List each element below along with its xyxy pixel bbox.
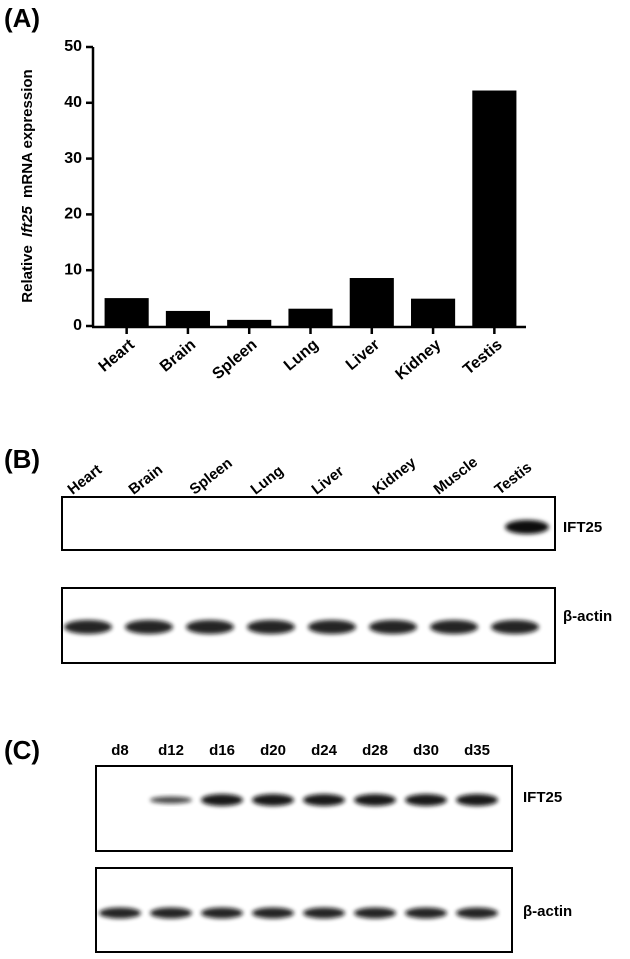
- blot-band: [505, 520, 549, 534]
- blot-band: [252, 907, 294, 919]
- lane-label: d16: [209, 742, 235, 759]
- blot-band: [430, 620, 478, 634]
- x-tick-label: Kidney: [393, 336, 445, 383]
- blot-band: [303, 907, 345, 919]
- blot-band: [456, 794, 498, 806]
- blot-band: [201, 907, 243, 919]
- blot-band: [201, 794, 243, 806]
- blot-band: [247, 620, 295, 634]
- lane-label: Heart: [64, 461, 105, 498]
- y-axis-label-part: mRNA expression: [19, 69, 36, 198]
- x-tick-label: Testis: [460, 336, 506, 378]
- y-tick-label: 40: [64, 94, 82, 111]
- lane-label: Lung: [247, 462, 286, 498]
- lane-label: Liver: [308, 463, 347, 499]
- blot-frame: [95, 867, 513, 953]
- lane-label: Muscle: [430, 454, 481, 499]
- blot-band: [125, 620, 173, 634]
- lane-label: Brain: [125, 461, 166, 498]
- lane-label: d30: [413, 742, 439, 759]
- y-tick-label: 30: [64, 150, 82, 167]
- bar: [227, 319, 272, 326]
- blot-row-label: IFT25: [563, 519, 602, 536]
- y-axis-label-part: Relative: [19, 245, 36, 303]
- lane-label: Spleen: [186, 455, 235, 499]
- blot-frame: [61, 587, 556, 664]
- y-axis-label: Relative Ift25 mRNA expression: [19, 69, 36, 302]
- blot-band: [354, 794, 396, 806]
- blot-band: [64, 620, 112, 634]
- x-tick-label: Spleen: [209, 336, 260, 383]
- y-tick-label: 0: [73, 317, 82, 334]
- lane-label: d20: [260, 742, 286, 759]
- blot-band: [308, 620, 356, 634]
- lane-label: d28: [362, 742, 388, 759]
- y-axis-label-part: Ift25: [19, 205, 36, 237]
- blot-frame: [61, 496, 556, 551]
- blot-band: [354, 907, 396, 919]
- blot-band: [456, 907, 498, 919]
- bar: [288, 308, 333, 326]
- y-tick-label: 10: [64, 261, 82, 278]
- blot-band: [150, 907, 192, 919]
- bar: [411, 298, 456, 326]
- blot-band: [186, 620, 234, 634]
- bar: [165, 310, 210, 326]
- y-tick-label: 50: [64, 38, 82, 55]
- bar: [349, 278, 394, 326]
- blot-band: [491, 620, 539, 634]
- blot-band: [369, 620, 417, 634]
- panel-label: (B): [4, 444, 40, 474]
- bar: [472, 90, 517, 326]
- lane-label: d24: [311, 742, 338, 759]
- blot-band: [252, 794, 294, 806]
- blot-band: [99, 907, 141, 919]
- panel-label: (C): [4, 735, 40, 765]
- blot-frame: [95, 765, 513, 852]
- blot-band: [303, 794, 345, 806]
- lane-label: d8: [111, 742, 129, 759]
- lane-label: Kidney: [369, 454, 419, 499]
- lane-label: d12: [158, 742, 184, 759]
- blot-band: [405, 794, 447, 806]
- panel-label: (A): [4, 3, 40, 33]
- x-tick-label: Liver: [343, 336, 383, 374]
- blot-band: [150, 796, 192, 804]
- x-tick-label: Brain: [157, 336, 199, 375]
- blot-row-label: β-actin: [523, 903, 572, 920]
- x-tick-label: Heart: [96, 336, 139, 376]
- blot-row-label: IFT25: [523, 789, 562, 806]
- blot-band: [405, 907, 447, 919]
- x-tick-label: Lung: [281, 336, 322, 374]
- lane-label: Testis: [491, 459, 535, 498]
- bar: [104, 298, 149, 326]
- blot-row-label: β-actin: [563, 608, 612, 625]
- y-tick-label: 20: [64, 206, 82, 223]
- lane-label: d35: [464, 742, 490, 759]
